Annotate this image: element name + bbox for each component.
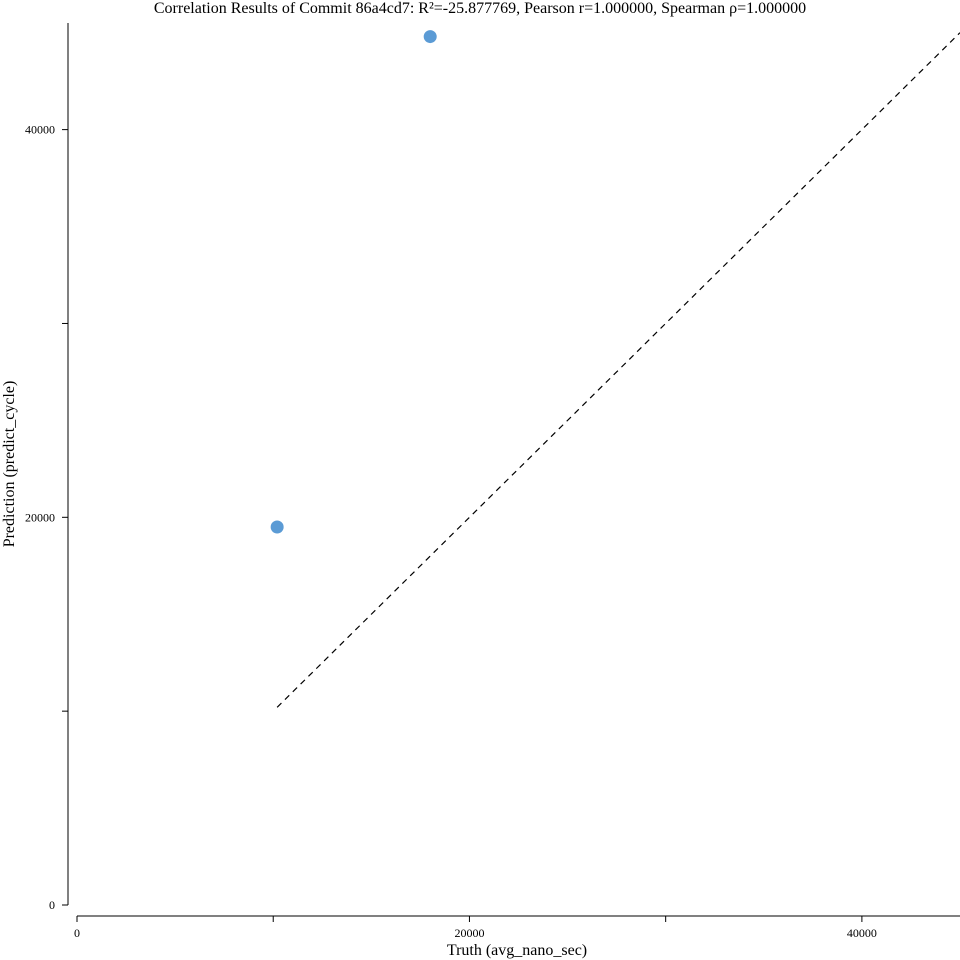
data-point <box>423 30 437 44</box>
y-tick-label: 20000 <box>25 510 55 524</box>
x-tick-label: 0 <box>74 926 80 940</box>
x-tick-label: 20000 <box>454 926 484 940</box>
y-tick-label: 0 <box>49 898 55 912</box>
x-axis-title: Truth (avg_nano_sec) <box>447 942 587 959</box>
y-axis-title: Prediction (predict_cycle) <box>1 381 18 548</box>
points-layer <box>270 30 437 534</box>
reference-line-layer <box>276 32 960 708</box>
reference-line <box>276 32 960 708</box>
x-axis: 0 20000 40000 <box>74 915 960 940</box>
x-tick-label: 40000 <box>847 926 877 940</box>
chart-title: Correlation Results of Commit 86a4cd7: R… <box>154 0 806 17</box>
y-tick-label: 40000 <box>25 123 55 137</box>
y-axis: 0 20000 40000 <box>25 23 69 912</box>
data-point <box>270 520 284 534</box>
